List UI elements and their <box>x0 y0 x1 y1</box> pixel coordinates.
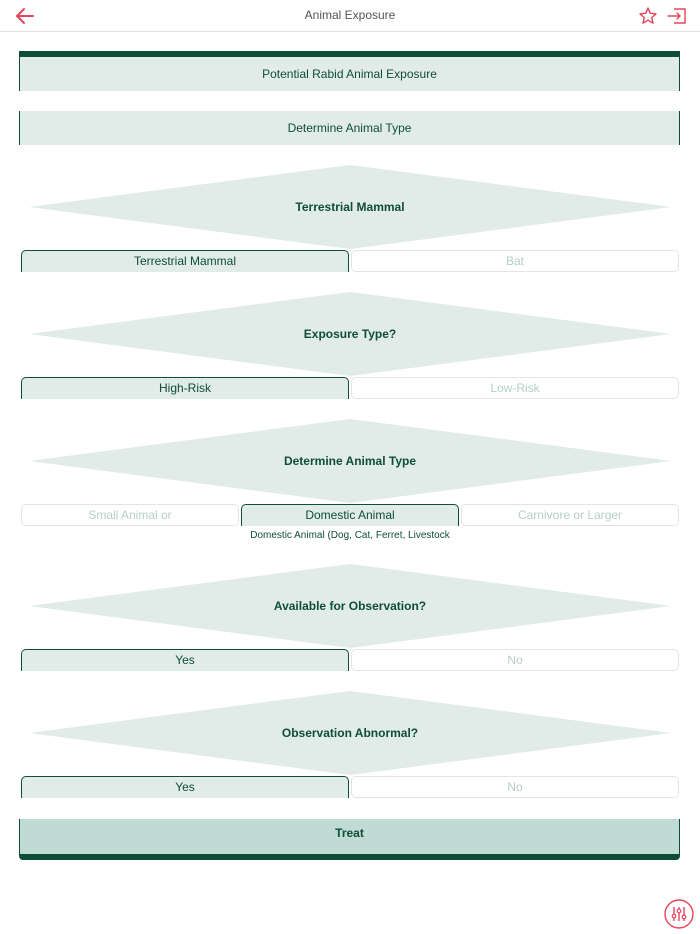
decision-label: Determine Animal Type <box>283 454 417 468</box>
diamond-shape <box>29 165 671 249</box>
start-box: Potential Rabid Animal Exposure <box>19 51 680 91</box>
step-box: Determine Animal Type <box>19 111 680 145</box>
decision-terrestrial-mammal: Terrestrial Mammal <box>29 165 671 249</box>
decision-available-for-observation: Available for Observation? <box>29 564 671 648</box>
diamond-shape <box>29 564 671 648</box>
result-treat-box: Treat <box>19 819 680 860</box>
diamond-shape <box>29 419 671 503</box>
back-button[interactable] <box>14 6 36 26</box>
decision-exposure-type: Exposure Type? <box>29 292 671 376</box>
exit-button[interactable] <box>666 6 688 26</box>
option-low-risk[interactable]: Low-Risk <box>351 377 679 399</box>
page-title: Animal Exposure <box>304 8 396 22</box>
selection-note: Domestic Animal (Dog, Cat, Ferret, Lives… <box>250 530 450 541</box>
star-icon <box>639 7 657 24</box>
step-box-label: Determine Animal Type <box>287 121 412 135</box>
option-domestic-animal[interactable]: Domestic Animal <box>241 504 459 526</box>
decision-observation-abnormal: Observation Abnormal? <box>29 691 671 775</box>
back-arrow-icon <box>16 8 34 24</box>
diamond-shape <box>29 292 671 376</box>
start-box-label: Potential Rabid Animal Exposure <box>262 67 437 81</box>
sliders-icon <box>664 899 694 929</box>
decision-label: Terrestrial Mammal <box>295 200 405 214</box>
result-label: Treat <box>335 826 364 840</box>
option-high-risk[interactable]: High-Risk <box>21 377 349 399</box>
decision-label: Available for Observation? <box>273 599 427 613</box>
decision-label: Exposure Type? <box>303 327 397 341</box>
top-bar: Animal Exposure <box>0 0 700 32</box>
decision-label: Observation Abnormal? <box>281 726 419 740</box>
option-observation-yes[interactable]: Yes <box>21 649 349 671</box>
option-small-animal[interactable]: Small Animal or <box>21 504 239 526</box>
option-abnormal-yes[interactable]: Yes <box>21 776 349 798</box>
option-carnivore-or-larger[interactable]: Carnivore or Larger <box>461 504 679 526</box>
option-terrestrial-mammal[interactable]: Terrestrial Mammal <box>21 250 349 272</box>
settings-fab-button[interactable] <box>664 899 694 929</box>
exit-icon <box>667 8 686 24</box>
diamond-shape <box>29 691 671 775</box>
favorite-button[interactable] <box>638 6 658 26</box>
option-abnormal-no[interactable]: No <box>351 776 679 798</box>
option-observation-no[interactable]: No <box>351 649 679 671</box>
option-bat[interactable]: Bat <box>351 250 679 272</box>
decision-animal-type: Determine Animal Type <box>29 419 671 503</box>
